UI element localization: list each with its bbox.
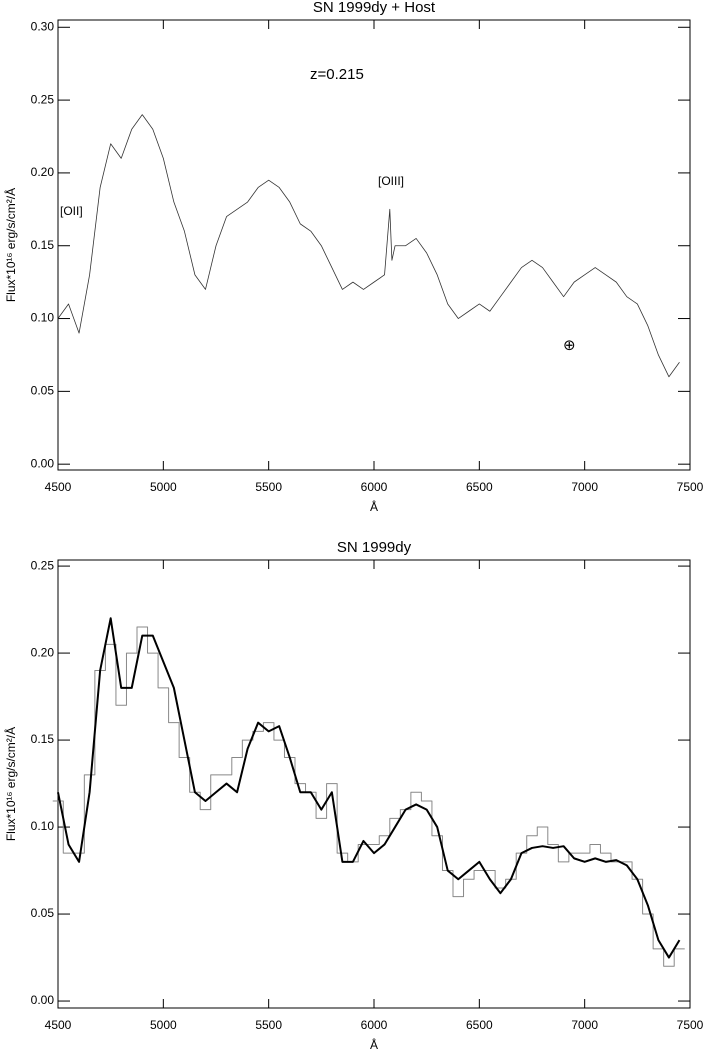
y-tick-label: 0.15 [31,732,55,746]
annotation: z=0.215 [310,66,364,83]
x-tick-label: 5500 [255,1018,282,1032]
x-tick-label: 5000 [150,480,177,494]
x-axis-label: Å [370,499,378,514]
annotation: [OII] [60,204,83,218]
x-tick-label: 6000 [361,1018,388,1032]
y-tick-label: 0.25 [31,558,55,572]
annotation: [OIII] [378,174,404,188]
annotation: ⊕ [563,337,576,354]
x-axis-label: Å [370,1037,378,1051]
y-tick-label: 0.20 [31,165,55,179]
y-axis-label: Flux*10¹⁶ erg/s/cm²/Å [3,727,18,841]
x-tick-label: 7000 [571,1018,598,1032]
x-tick-label: 7000 [571,480,598,494]
y-tick-label: 0.30 [31,19,55,33]
y-tick-label: 0.05 [31,906,55,920]
y-tick-label: 0.05 [31,384,55,398]
plot-frame [57,559,691,1009]
y-tick-label: 0.00 [31,993,55,1007]
y-tick-label: 0.00 [31,456,55,470]
y-tick-label: 0.10 [31,311,55,325]
y-axis-label: Flux*10¹⁶ erg/s/cm²/Å [3,188,18,302]
y-tick-label: 0.25 [31,92,55,106]
x-tick-label: 6500 [466,480,493,494]
x-tick-label: 4500 [45,480,72,494]
chart-title: SN 1999dy + Host [313,0,436,16]
x-tick-label: 5500 [255,480,282,494]
spectrum-line [57,617,681,959]
plot-frame [57,19,691,471]
y-tick-label: 0.20 [31,645,55,659]
y-tick-label: 0.10 [31,819,55,833]
spectrum-line [57,114,680,378]
y-tick-label: 0.15 [31,238,55,252]
chart-title: SN 1999dy [337,539,412,556]
x-tick-label: 5000 [150,1018,177,1032]
x-tick-label: 7500 [677,480,704,494]
x-tick-label: 4500 [45,1018,72,1032]
x-tick-label: 6000 [361,480,388,494]
x-tick-label: 7500 [677,1018,704,1032]
spectrum-line [52,626,685,967]
x-tick-label: 6500 [466,1018,493,1032]
